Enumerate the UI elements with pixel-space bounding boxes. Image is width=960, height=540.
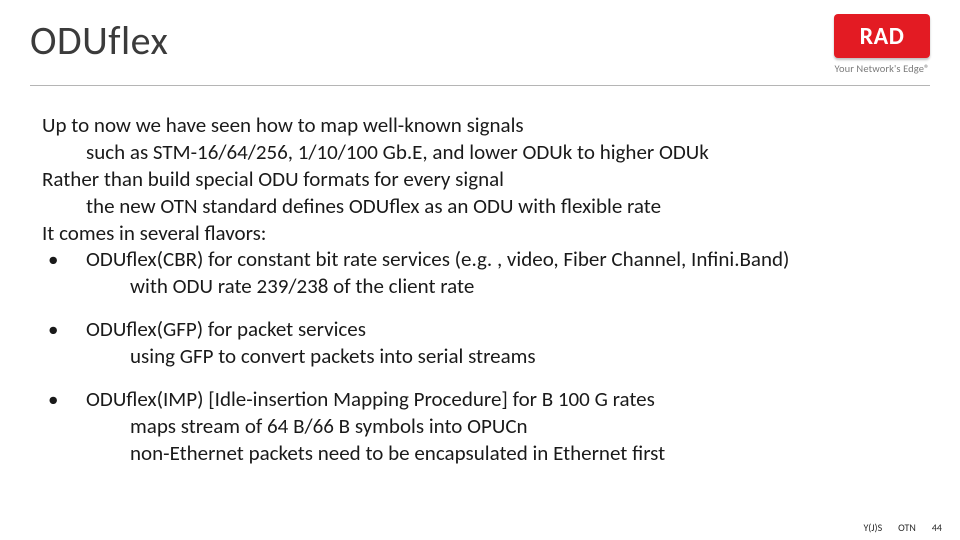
slide-title: ODUflex [30, 16, 168, 65]
bullet-item: • ODUflex(GFP) for packet services using… [42, 316, 918, 370]
body-line: the new OTN standard defines ODUflex as … [42, 193, 918, 220]
body-line: ODUflex(CBR) for constant bit rate servi… [86, 246, 918, 273]
body-line: with ODU rate 239/238 of the client rate [86, 273, 918, 300]
bullet-marker: • [42, 386, 86, 467]
brand-tagline: Your Network's Edge® [834, 62, 930, 75]
footer-author: Y(J)S [863, 521, 882, 534]
footer-topic: OTN [898, 521, 916, 534]
body-line: It comes in several flavors: [42, 220, 918, 247]
body-line: ODUflex(IMP) [Idle-insertion Mapping Pro… [86, 386, 918, 413]
body-line: non-Ethernet packets need to be encapsul… [86, 440, 918, 467]
spacer [42, 370, 918, 386]
bullet-item: • ODUflex(IMP) [Idle-insertion Mapping P… [42, 386, 918, 467]
bullet-body: ODUflex(CBR) for constant bit rate servi… [86, 246, 918, 300]
body-line: ODUflex(GFP) for packet services [86, 316, 918, 343]
brand-logo-block: RAD Your Network's Edge® [834, 14, 930, 75]
bullet-body: ODUflex(IMP) [Idle-insertion Mapping Pro… [86, 386, 918, 467]
body-line: such as STM-16/64/256, 1/10/100 Gb.E, an… [42, 139, 918, 166]
brand-logo: RAD [834, 14, 930, 58]
slide-body: Up to now we have seen how to map well-k… [0, 86, 960, 467]
page-number: 44 [932, 521, 942, 534]
body-line: using GFP to convert packets into serial… [86, 343, 918, 370]
body-line: Up to now we have seen how to map well-k… [42, 112, 918, 139]
spacer [42, 300, 918, 316]
slide-footer: Y(J)S OTN 44 [863, 521, 942, 534]
body-line: Rather than build special ODU formats fo… [42, 166, 918, 193]
bullet-marker: • [42, 316, 86, 370]
slide-header: ODUflex RAD Your Network's Edge® [0, 0, 960, 75]
body-line: maps stream of 64 B/66 B symbols into OP… [86, 413, 918, 440]
bullet-body: ODUflex(GFP) for packet services using G… [86, 316, 918, 370]
bullet-item: • ODUflex(CBR) for constant bit rate ser… [42, 246, 918, 300]
bullet-marker: • [42, 246, 86, 300]
